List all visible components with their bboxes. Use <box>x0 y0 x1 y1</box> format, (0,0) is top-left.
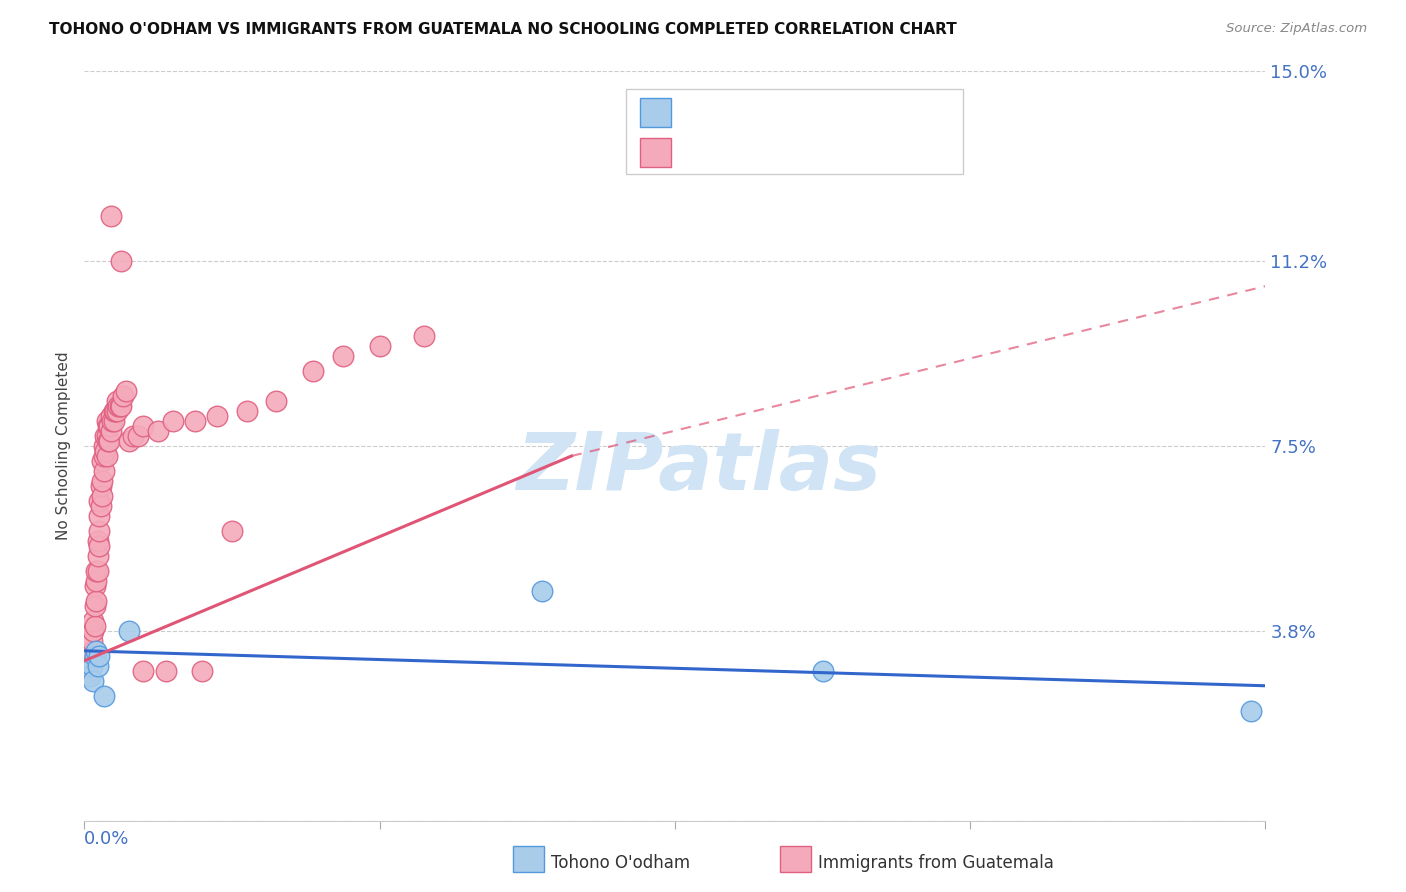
Point <box>93 689 115 703</box>
Point <box>266 394 288 409</box>
Point <box>100 424 122 438</box>
Point <box>207 409 229 423</box>
Point <box>1240 704 1263 718</box>
Point <box>97 419 120 434</box>
Text: ZIPatlas: ZIPatlas <box>516 429 882 508</box>
Point <box>79 669 101 683</box>
Point <box>148 424 170 438</box>
Point <box>531 583 554 598</box>
Point <box>118 434 141 448</box>
Point <box>108 399 131 413</box>
Point <box>103 404 125 418</box>
Point <box>82 624 104 638</box>
Point <box>91 489 114 503</box>
Text: R =  0.260   N = 67: R = 0.260 N = 67 <box>685 144 860 161</box>
Point <box>94 444 117 458</box>
Point <box>221 524 243 538</box>
Text: Tohono O'odham: Tohono O'odham <box>551 854 690 871</box>
Point <box>155 664 177 678</box>
Point <box>105 394 128 409</box>
Point <box>811 664 834 678</box>
Point <box>80 644 103 658</box>
Point <box>122 429 145 443</box>
Point <box>96 449 118 463</box>
Point <box>90 479 112 493</box>
Point <box>91 454 114 468</box>
Point <box>86 549 108 563</box>
Point <box>332 349 354 363</box>
Point <box>87 508 111 523</box>
Text: TOHONO O'ODHAM VS IMMIGRANTS FROM GUATEMALA NO SCHOOLING COMPLETED CORRELATION C: TOHONO O'ODHAM VS IMMIGRANTS FROM GUATEM… <box>49 22 957 37</box>
Point <box>84 564 107 578</box>
Point <box>110 399 132 413</box>
Point <box>86 533 108 548</box>
Point <box>104 404 127 418</box>
Point <box>103 414 125 428</box>
Point <box>84 644 107 658</box>
Point <box>114 384 136 398</box>
Point <box>97 434 120 448</box>
Point <box>100 409 122 423</box>
Point <box>93 449 115 463</box>
Point <box>413 329 436 343</box>
Point <box>83 619 105 633</box>
Text: R = -0.132   N = 13: R = -0.132 N = 13 <box>685 103 862 121</box>
Point <box>96 414 118 428</box>
Point <box>94 429 117 443</box>
Point <box>127 429 149 443</box>
Point <box>98 434 121 448</box>
Text: Source: ZipAtlas.com: Source: ZipAtlas.com <box>1226 22 1367 36</box>
Point <box>77 664 100 678</box>
Point <box>84 594 107 608</box>
Text: 0.0%: 0.0% <box>84 830 129 848</box>
Point <box>184 414 207 428</box>
Point <box>368 339 391 353</box>
Point <box>82 614 104 628</box>
Point <box>110 254 132 268</box>
Point <box>83 599 105 613</box>
Point <box>83 648 105 663</box>
Point <box>87 494 111 508</box>
Point <box>86 564 108 578</box>
Point <box>302 364 325 378</box>
Point <box>162 414 184 428</box>
Point <box>101 414 124 428</box>
Point <box>236 404 259 418</box>
Point <box>93 439 115 453</box>
Point <box>84 574 107 588</box>
Point <box>105 404 128 418</box>
Point <box>98 419 121 434</box>
Point <box>107 399 129 413</box>
Point <box>87 524 111 538</box>
Point <box>87 648 111 663</box>
Point <box>80 658 103 673</box>
Point <box>100 209 122 223</box>
Point <box>93 464 115 478</box>
Point <box>111 389 134 403</box>
Point <box>90 499 112 513</box>
Point <box>91 474 114 488</box>
Point <box>86 658 108 673</box>
Point <box>87 539 111 553</box>
Point <box>80 633 103 648</box>
Point <box>132 664 155 678</box>
Text: Immigrants from Guatemala: Immigrants from Guatemala <box>818 854 1054 871</box>
Point <box>191 664 214 678</box>
Point <box>82 673 104 688</box>
Point <box>96 429 118 443</box>
Point <box>83 579 105 593</box>
Point <box>118 624 141 638</box>
Y-axis label: No Schooling Completed: No Schooling Completed <box>56 351 72 541</box>
Point <box>132 419 155 434</box>
